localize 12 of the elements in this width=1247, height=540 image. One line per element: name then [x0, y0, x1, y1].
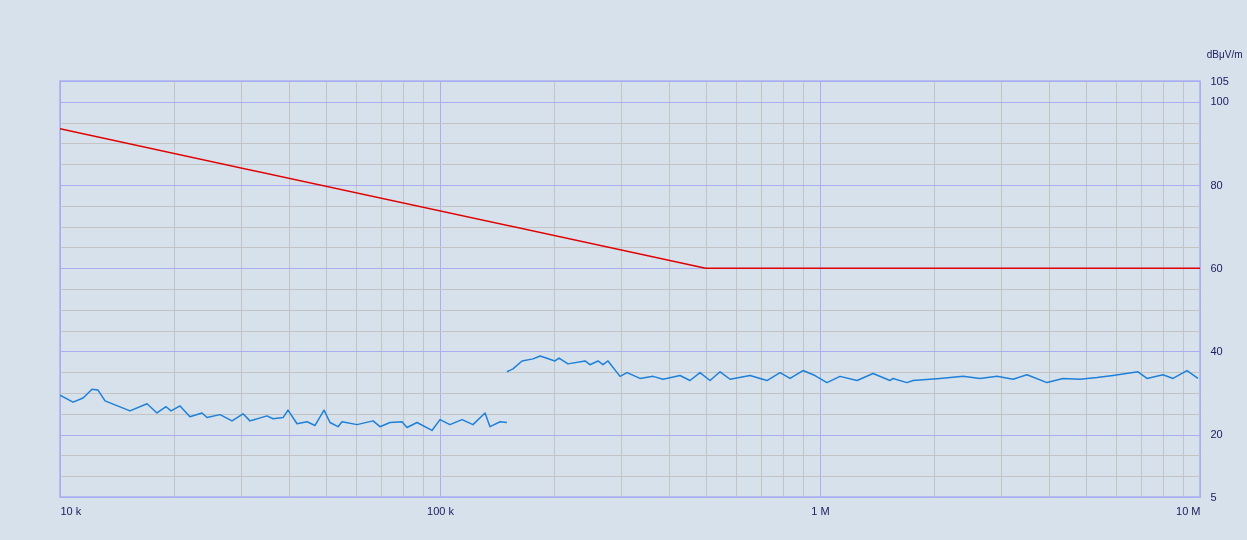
x-tick-label: 10 k — [60, 504, 82, 517]
y-axis-title: dBμV/m — [1206, 48, 1243, 60]
y-tick-label: 80 — [1210, 178, 1223, 191]
y-tick-label: 100 — [1210, 95, 1229, 108]
y-tick-label: 60 — [1210, 261, 1223, 274]
x-tick-label: 1 M — [811, 504, 830, 517]
y-tick-label: 20 — [1210, 428, 1223, 441]
y-tick-label: 105 — [1210, 74, 1229, 87]
x-tick-label: 100 k — [427, 504, 455, 517]
x-tick-label: 10 M — [1176, 504, 1201, 517]
y-tick-label: 5 — [1210, 490, 1217, 503]
y-tick-label: 40 — [1210, 344, 1223, 357]
